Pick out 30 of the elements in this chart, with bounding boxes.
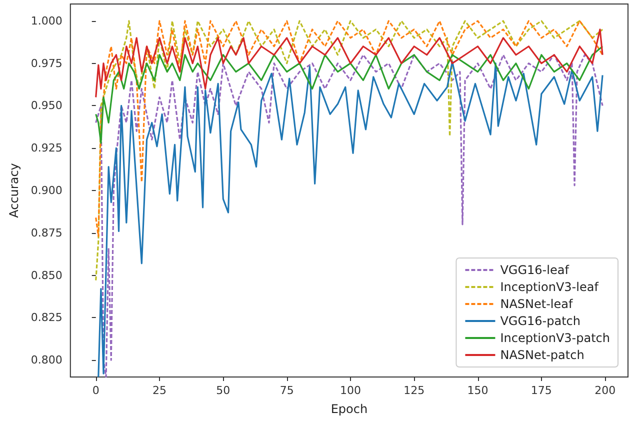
y-tick-label: 0.850 xyxy=(30,268,62,282)
y-tick-label: 0.950 xyxy=(30,99,62,112)
x-tick-label: 125 xyxy=(404,384,425,397)
line-series xyxy=(95,20,604,238)
line-series xyxy=(95,28,604,98)
y-tick-label: 0.975 xyxy=(30,56,62,70)
y-tick-label: 1.000 xyxy=(30,14,62,28)
x-tick-label: 50 xyxy=(216,384,230,397)
line-series xyxy=(95,46,604,144)
legend-label: InceptionV3-patch xyxy=(500,331,610,345)
x-axis-title: Epoch xyxy=(330,402,368,416)
x-tick-label: 75 xyxy=(280,384,294,397)
x-tick-label: 25 xyxy=(152,384,167,397)
x-tick-label: 200 xyxy=(594,384,616,397)
y-axis-title: Accuracy xyxy=(7,163,21,218)
legend-label: VGG16-leaf xyxy=(500,263,570,277)
legend-label: NASNet-leaf xyxy=(500,297,574,311)
x-tick-label: 150 xyxy=(467,384,488,397)
legend-label: NASNet-patch xyxy=(500,348,584,362)
y-tick-label: 0.900 xyxy=(30,184,62,197)
legend-label: VGG16-patch xyxy=(500,314,581,328)
x-tick-label: 0 xyxy=(92,384,100,397)
x-tick-label: 175 xyxy=(530,384,552,397)
x-tick-label: 100 xyxy=(340,384,361,397)
y-tick-label: 0.875 xyxy=(30,226,62,240)
legend-label: InceptionV3-leaf xyxy=(500,280,600,294)
y-tick-label: 0.800 xyxy=(30,354,62,367)
y-tick-label: 0.925 xyxy=(30,142,62,155)
line-series xyxy=(95,20,604,282)
y-tick-label: 0.825 xyxy=(30,311,62,324)
